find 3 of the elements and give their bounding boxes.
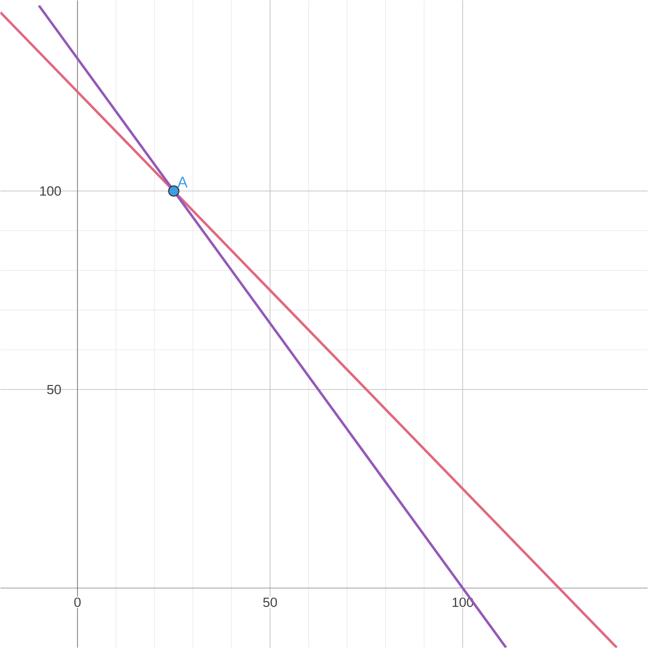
x-tick-label: 0 <box>74 598 81 608</box>
x-tick-label: 50 <box>263 598 277 608</box>
annotation: A <box>177 176 188 188</box>
